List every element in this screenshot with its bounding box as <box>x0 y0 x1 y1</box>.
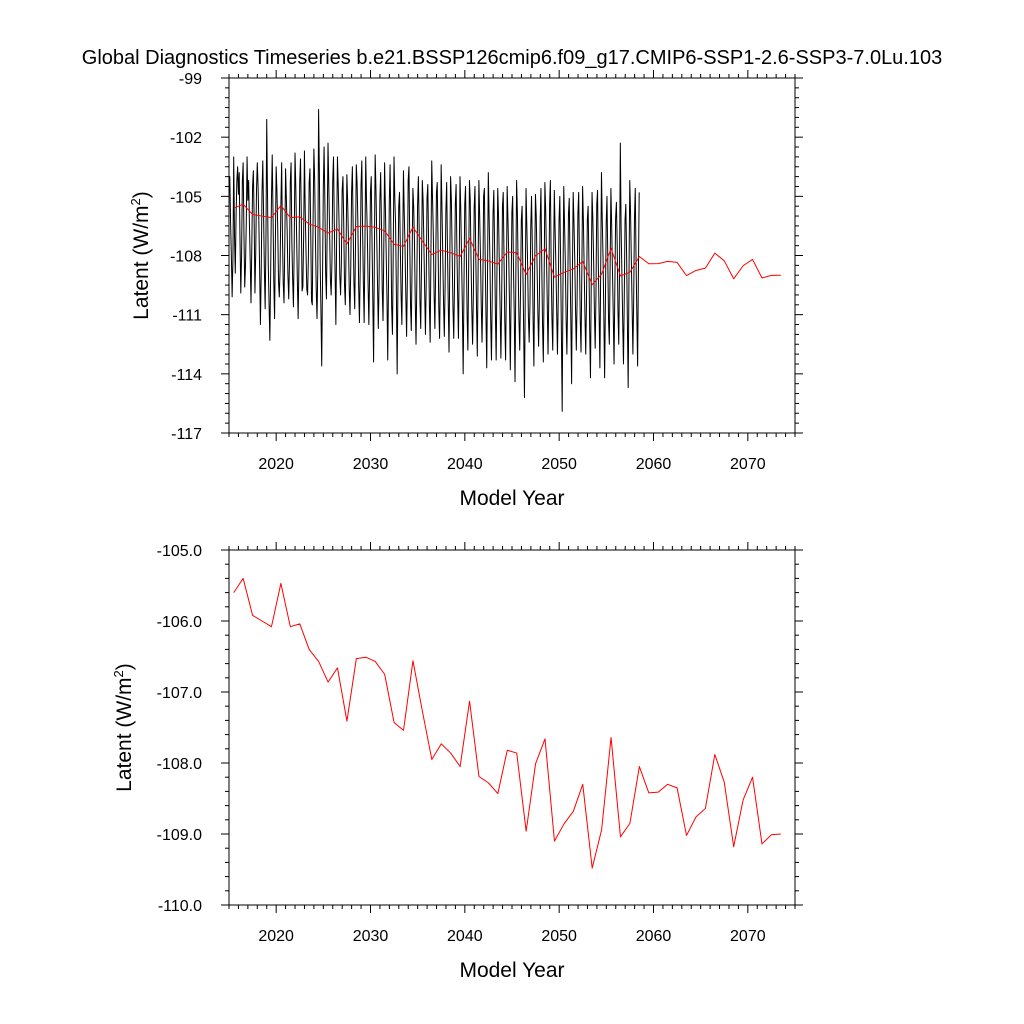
x-tick-label: 2030 <box>353 928 389 945</box>
top-panel: 2020 2030 2040 2050 2060 2070 -117 -114 -111 -108… <box>128 70 803 510</box>
y-axis-label: Latent (W/m2) <box>128 191 153 320</box>
series-line-monthly <box>229 109 640 412</box>
x-tick-label: 2020 <box>258 456 294 473</box>
plot-frame <box>228 77 796 434</box>
chart-title: Global Diagnostics Timeseries b.e21.BSSP… <box>82 47 942 69</box>
y-tick-label: -102 <box>170 130 202 147</box>
plot-area <box>233 577 781 869</box>
x-tick-label: 2070 <box>730 456 766 473</box>
bottom-panel: 2020 2030 2040 2050 2060 2070 -110.0 -109.0 -108… <box>111 542 803 982</box>
y-tick-label: -99 <box>179 71 202 88</box>
y-tick-label: -109.0 <box>157 827 202 844</box>
x-tick-label: 2030 <box>353 456 389 473</box>
series-line-annual-mean <box>233 203 781 286</box>
y-tick-label: -105.0 <box>157 543 202 560</box>
x-tick-label: 2060 <box>636 456 672 473</box>
y-axis-label: Latent (W/m2) <box>111 663 136 792</box>
y-tick-label: -110.0 <box>158 898 202 915</box>
plot-frame <box>228 549 796 906</box>
x-tick-label: 2020 <box>258 928 294 945</box>
y-tick-label: -114 <box>171 367 202 384</box>
y-tick-label: -106.0 <box>157 614 202 631</box>
x-tick-label: 2070 <box>730 928 766 945</box>
y-tick-label: -105 <box>170 189 202 206</box>
y-tick-label: -108.0 <box>157 756 202 773</box>
y-tick-label: -107.0 <box>157 685 202 702</box>
series-line-annual-mean <box>233 577 781 869</box>
plot-area <box>229 109 781 412</box>
x-axis-label: Model Year <box>459 487 564 510</box>
x-tick-label: 2060 <box>636 928 672 945</box>
x-tick-label: 2050 <box>541 456 577 473</box>
x-tick-label: 2040 <box>447 456 483 473</box>
y-tick-label: -111 <box>172 308 202 325</box>
x-tick-label: 2040 <box>447 928 483 945</box>
x-tick-label: 2050 <box>541 928 577 945</box>
y-tick-label: -117 <box>171 426 202 443</box>
x-axis-label: Model Year <box>459 959 564 982</box>
y-tick-label: -108 <box>170 249 202 266</box>
